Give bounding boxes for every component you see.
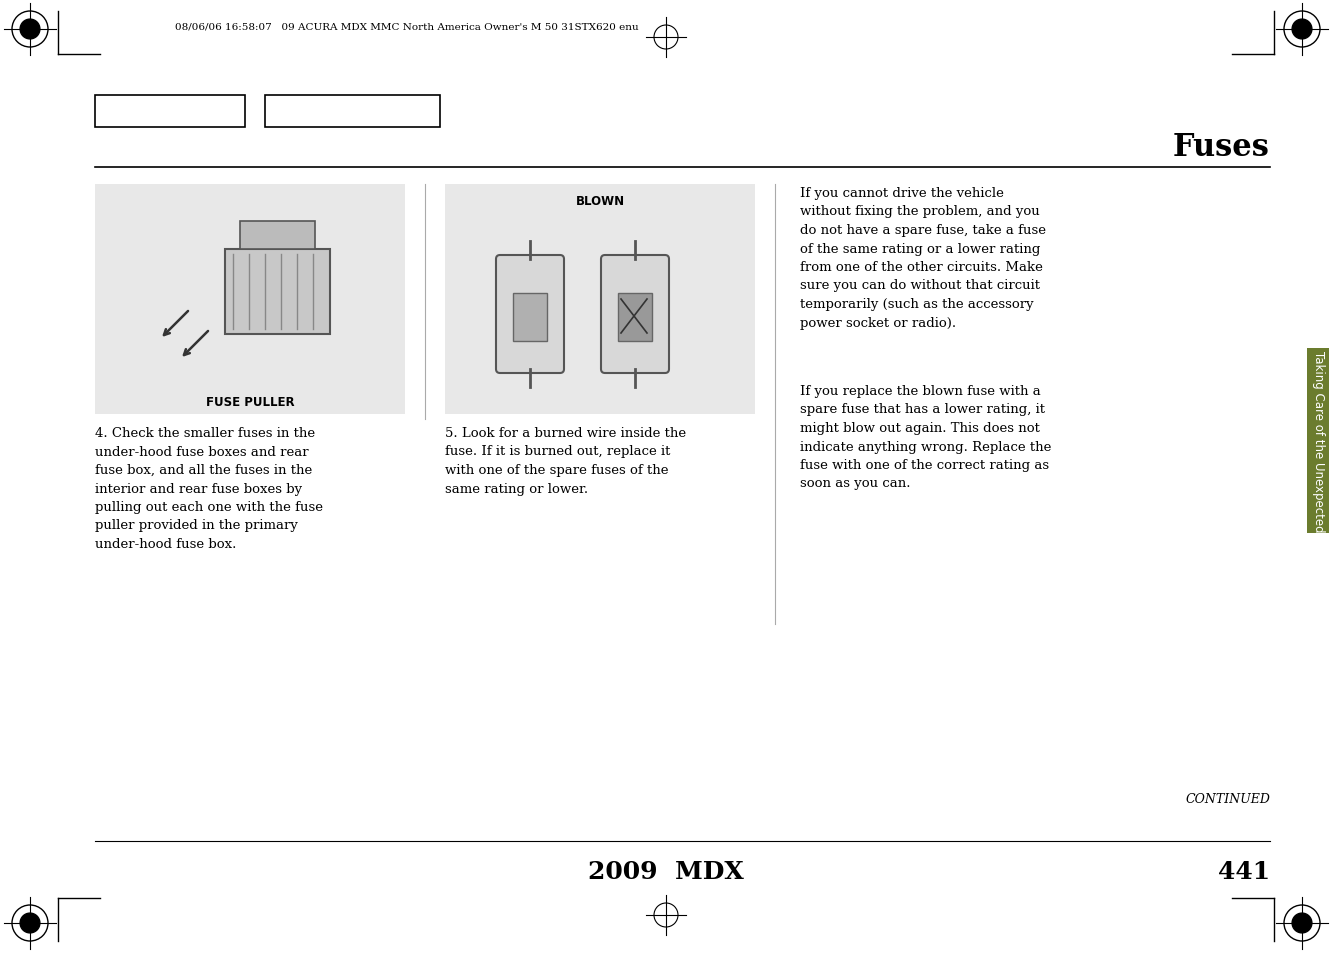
Circle shape: [1292, 913, 1312, 933]
FancyBboxPatch shape: [496, 255, 563, 374]
Bar: [513, 294, 547, 341]
Bar: [445, 185, 755, 415]
Bar: [240, 222, 314, 250]
FancyBboxPatch shape: [601, 255, 669, 374]
Circle shape: [20, 20, 40, 40]
Text: FUSE PULLER: FUSE PULLER: [205, 395, 294, 409]
Text: Fuses: Fuses: [1173, 132, 1269, 163]
Bar: [225, 250, 330, 335]
Text: 441: 441: [1217, 859, 1269, 883]
Text: If you cannot drive the vehicle
without fixing the problem, and you
do not have : If you cannot drive the vehicle without …: [801, 187, 1046, 329]
Bar: [95, 96, 245, 128]
Text: 08/06/06 16:58:07   09 ACURA MDX MMC North America Owner's M 50 31STX620 enu: 08/06/06 16:58:07 09 ACURA MDX MMC North…: [174, 22, 638, 30]
Text: 5. Look for a burned wire inside the
fuse. If it is burned out, replace it
with : 5. Look for a burned wire inside the fus…: [445, 427, 686, 495]
Circle shape: [1292, 20, 1312, 40]
Text: If you replace the blown fuse with a
spare fuse that has a lower rating, it
migh: If you replace the blown fuse with a spa…: [801, 385, 1051, 490]
Text: CONTINUED: CONTINUED: [1185, 792, 1269, 805]
Text: 4. Check the smaller fuses in the
under-hood fuse boxes and rear
fuse box, and a: 4. Check the smaller fuses in the under-…: [95, 427, 322, 551]
Circle shape: [20, 913, 40, 933]
Bar: [265, 96, 440, 128]
Bar: [1307, 349, 1329, 534]
Text: Taking Care of the Unexpected: Taking Care of the Unexpected: [1312, 351, 1324, 532]
Text: BLOWN: BLOWN: [575, 194, 625, 208]
Bar: [618, 294, 651, 341]
Bar: [95, 185, 405, 415]
Text: 2009  MDX: 2009 MDX: [587, 859, 745, 883]
